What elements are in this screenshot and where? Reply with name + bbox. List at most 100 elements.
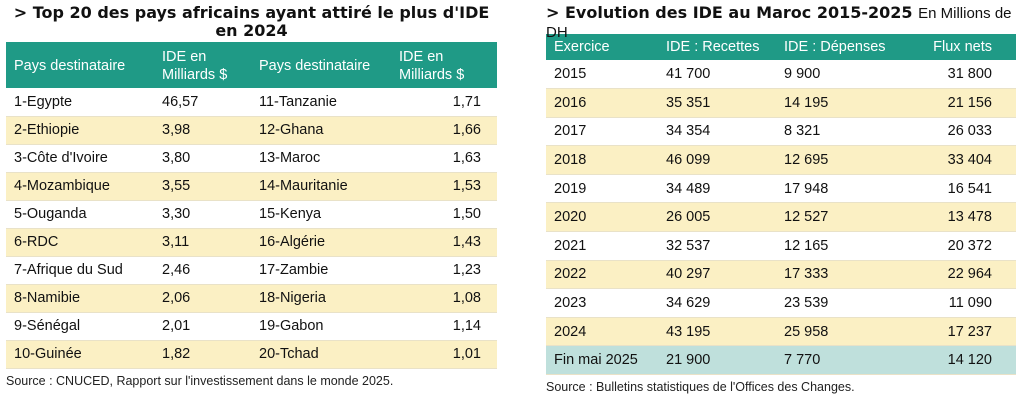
maroc-title: > Evolution des IDE au Maroc 2015-2025 E… <box>546 0 1016 42</box>
exercice-cell: 2021 <box>554 237 587 254</box>
ide-value: 3,11 <box>162 234 190 250</box>
exercice-cell: 2018 <box>554 152 587 169</box>
flux-cell: 26 033 <box>947 123 992 140</box>
country-name: 7-Afrique du Sud <box>14 262 123 278</box>
ide-value: 1,08 <box>452 290 481 306</box>
exercice-cell: Fin mai 2025 <box>554 352 638 369</box>
country-name: 1-Egypte <box>14 93 73 110</box>
flux-cell: 13 478 <box>947 209 992 226</box>
country-name: 18-Nigeria <box>259 290 326 306</box>
recettes-cell: 43 195 <box>666 323 711 340</box>
country-name: 15-Kenya <box>259 206 322 222</box>
ide-value: 1,01 <box>452 346 481 362</box>
country-name: 14-Mauritanie <box>259 178 348 194</box>
maroc-header-row: Exercice IDE : Recettes IDE : Dépenses F… <box>546 34 1016 60</box>
ide-value: 3,30 <box>162 206 191 222</box>
ide-value: 1,63 <box>452 150 481 166</box>
country-name: 3-Côte d'Ivoire <box>14 150 108 166</box>
exercice-cell: 2015 <box>554 66 587 83</box>
header-flux: Flux nets <box>906 34 1016 60</box>
country-name: 13-Maroc <box>259 150 321 166</box>
country-name: 12-Ghana <box>259 122 324 138</box>
ide-value: 3,98 <box>162 122 191 138</box>
depenses-cell: 12 695 <box>784 152 829 169</box>
top20-row: 9-Sénégal 2,01 19-Gabon 1,14 <box>6 312 497 340</box>
flux-cell: 14 120 <box>947 352 992 369</box>
flux-cell: 21 156 <box>947 94 992 111</box>
depenses-cell: 25 958 <box>784 323 829 340</box>
ide-value: 1,50 <box>452 206 481 222</box>
header-country-2: Pays destinataire <box>251 42 391 88</box>
top20-source: Source : CNUCED, Rapport sur l'investiss… <box>6 373 394 388</box>
top20-row: 1-Egypte 46,57 11-Tanzanie 1,71 <box>6 88 497 116</box>
recettes-cell: 21 900 <box>666 352 711 369</box>
depenses-cell: 9 900 <box>784 66 821 83</box>
flux-cell: 17 237 <box>947 323 992 340</box>
maroc-row: 2018 46 099 12 695 33 404 <box>546 145 1016 175</box>
exercice-cell: 2016 <box>554 94 587 111</box>
top20-row: 2-Ethiopie 3,98 12-Ghana 1,66 <box>6 116 497 144</box>
ide-value: 1,82 <box>162 346 191 362</box>
maroc-row: 2023 34 629 23 539 11 090 <box>546 289 1016 318</box>
recettes-cell: 26 005 <box>666 209 711 226</box>
ide-value: 1,66 <box>452 122 481 138</box>
country-name: 5-Ouganda <box>14 206 87 222</box>
country-name: 2-Ethiopie <box>14 122 80 138</box>
header-depenses: IDE : Dépenses <box>776 34 906 60</box>
recettes-cell: 35 351 <box>666 94 711 111</box>
recettes-cell: 46 099 <box>666 152 711 169</box>
maroc-table: Exercice IDE : Recettes IDE : Dépenses F… <box>546 34 1016 375</box>
recettes-cell: 41 700 <box>666 66 711 83</box>
maroc-row: 2015 41 700 9 900 31 800 <box>546 60 1016 89</box>
header-ide-1: IDE en Milliards $ <box>154 42 251 88</box>
depenses-cell: 12 527 <box>784 209 829 226</box>
top20-title: > Top 20 des pays africains ayant attiré… <box>13 3 490 40</box>
country-name: 9-Sénégal <box>14 318 81 334</box>
country-name: 11-Tanzanie <box>259 93 337 110</box>
top20-row: 5-Ouganda 3,30 15-Kenya 1,50 <box>6 200 497 228</box>
maroc-row: 2020 26 005 12 527 13 478 <box>546 202 1016 232</box>
maroc-row: 2022 40 297 17 333 22 964 <box>546 260 1016 289</box>
flux-cell: 20 372 <box>947 237 992 254</box>
depenses-cell: 23 539 <box>784 295 829 312</box>
exercice-cell: 2020 <box>554 209 587 226</box>
ide-value: 1,14 <box>452 318 481 334</box>
maroc-unit: En Millions de DH <box>546 5 1012 41</box>
recettes-cell: 34 489 <box>666 180 711 197</box>
top20-table: Pays destinataire IDE en Milliards $ Pay… <box>6 42 497 369</box>
ide-value: 2,01 <box>162 318 191 334</box>
recettes-cell: 32 537 <box>666 237 711 254</box>
country-name: 16-Algérie <box>259 234 326 250</box>
ide-value: 2,46 <box>162 262 191 278</box>
ide-value: 1,53 <box>452 178 481 194</box>
header-country-1: Pays destinataire <box>6 42 154 88</box>
country-name: 19-Gabon <box>259 318 324 334</box>
header-exercice: Exercice <box>546 34 658 60</box>
ide-value: 1,23 <box>452 262 481 278</box>
exercice-cell: 2019 <box>554 180 587 197</box>
maroc-row: Fin mai 2025 21 900 7 770 14 120 <box>546 345 1016 375</box>
country-name: 8-Namibie <box>14 290 81 306</box>
depenses-cell: 14 195 <box>784 94 829 111</box>
exercice-cell: 2024 <box>554 323 587 340</box>
flux-cell: 33 404 <box>947 152 992 169</box>
top20-row: 7-Afrique du Sud 2,46 17-Zambie 1,23 <box>6 256 497 284</box>
flux-cell: 16 541 <box>947 180 992 197</box>
country-name: 17-Zambie <box>259 262 329 278</box>
exercice-cell: 2017 <box>554 123 587 140</box>
header-ide-2: IDE en Milliards $ <box>391 42 497 88</box>
depenses-cell: 8 321 <box>784 123 821 140</box>
country-name: 10-Guinée <box>14 346 82 362</box>
country-name: 6-RDC <box>14 234 59 250</box>
ide-value: 46,57 <box>162 93 199 110</box>
maroc-row: 2024 43 195 25 958 17 237 <box>546 317 1016 346</box>
top20-row: 3-Côte d'Ivoire 3,80 13-Maroc 1,63 <box>6 144 497 172</box>
top20-row: 4-Mozambique 3,55 14-Mauritanie 1,53 <box>6 172 497 200</box>
ide-value: 1,43 <box>452 234 481 250</box>
top20-header-row: Pays destinataire IDE en Milliards $ Pay… <box>6 42 497 88</box>
top20-row: 10-Guinée 1,82 20-Tchad 1,01 <box>6 340 497 368</box>
maroc-row: 2021 32 537 12 165 20 372 <box>546 232 1016 261</box>
maroc-title-text: > Evolution des IDE au Maroc 2015-2025 <box>546 3 913 22</box>
ide-value: 1,71 <box>452 93 481 110</box>
maroc-source: Source : Bulletins statistiques de l'Off… <box>546 380 855 395</box>
